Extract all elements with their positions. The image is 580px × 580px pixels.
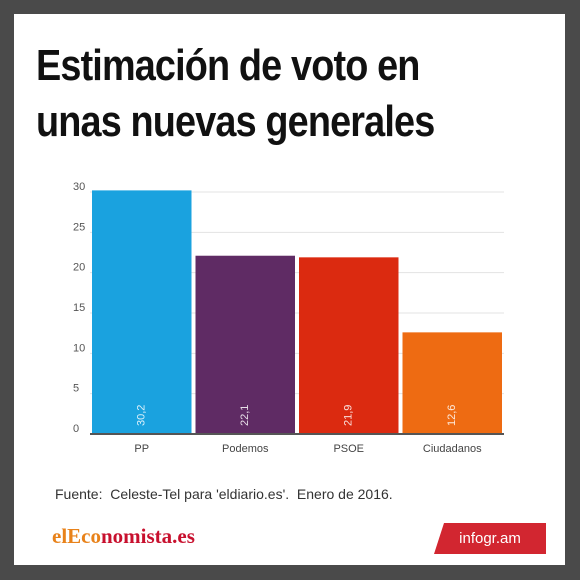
y-tick-label: 0 [73,423,79,435]
logo-part-2: nomista.es [100,524,195,548]
bar-podemos [195,255,295,434]
bar-chart: 0 5 10 15 20 25 30 30,2 PP 22,1 Podemos 21,9 PSOE 12,… [73,181,504,455]
value-label: 12,6 [446,405,458,426]
bar-pp [92,190,192,434]
bar-psoe [299,257,399,434]
y-tick-label: 15 [73,302,85,314]
infographic-card: Estimación de voto en unas nuevas genera… [14,14,565,565]
logo-part-1: elEco [52,524,101,548]
y-tick-label: 30 [73,181,85,193]
chart-title: Estimación de voto en unas nuevas genera… [36,38,483,150]
y-tick-label: 25 [73,221,85,233]
category-label: PP [134,443,149,455]
y-tick-label: 20 [73,262,85,274]
value-label: 21,9 [343,405,355,426]
y-tick-label: 5 [73,383,79,395]
category-label: Podemos [222,443,269,455]
value-label: 22,1 [239,405,251,426]
value-label: 30,2 [136,405,148,426]
y-tick-label: 10 [73,342,85,354]
title-line-2: unas nuevas generales [36,97,435,146]
title-line-1: Estimación de voto en [36,41,420,90]
bar-ciudadanos [402,332,502,434]
eleconomista-logo[interactable]: elEconomista.es [52,524,195,549]
category-label: Ciudadanos [423,443,482,455]
infogram-badge[interactable]: infogr.am [434,523,546,554]
source-note: Fuente: Celeste-Tel para 'eldiario.es'. … [55,486,393,502]
category-label: PSOE [333,443,364,455]
